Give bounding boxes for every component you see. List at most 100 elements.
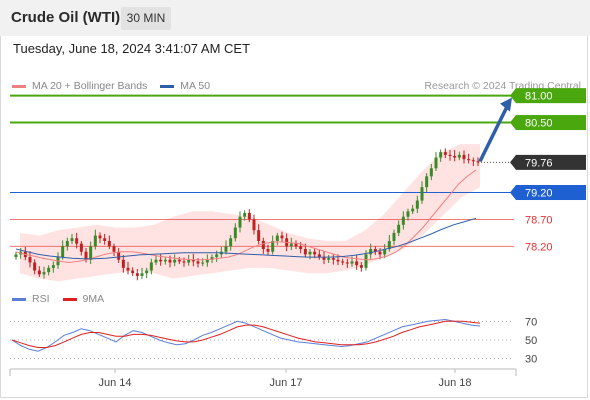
candle-body bbox=[429, 168, 433, 177]
candle-body bbox=[317, 254, 321, 258]
candle-body bbox=[383, 249, 387, 255]
candle-body bbox=[280, 235, 284, 239]
candle-body bbox=[196, 261, 200, 264]
candle-body bbox=[93, 235, 97, 247]
candle-body bbox=[462, 154, 466, 160]
candle-body bbox=[439, 152, 443, 158]
legend-item-rsi: RSI bbox=[12, 293, 50, 305]
candle-body bbox=[84, 251, 88, 260]
candle-body bbox=[154, 259, 158, 263]
candle-body bbox=[65, 240, 69, 247]
level-tag-bg-1 bbox=[516, 115, 586, 131]
candle-body bbox=[327, 258, 331, 260]
candle-body bbox=[406, 211, 410, 217]
candle-body bbox=[238, 216, 242, 228]
x-tick-label: Jun 14 bbox=[98, 377, 131, 389]
level-label-0: 81.00 bbox=[525, 91, 553, 103]
candle-body bbox=[261, 240, 265, 250]
candle-body bbox=[289, 243, 293, 247]
ma20-line bbox=[15, 169, 477, 264]
candle-body bbox=[448, 154, 452, 156]
candle-body bbox=[303, 249, 307, 255]
candle-body bbox=[126, 267, 130, 271]
candle-body bbox=[145, 270, 149, 274]
candle-body bbox=[420, 187, 424, 201]
candle-body bbox=[61, 246, 65, 258]
candle-body bbox=[140, 273, 144, 276]
candle-body bbox=[467, 159, 471, 161]
rsi-legend: RSI 9MA bbox=[12, 293, 117, 305]
rsi-line bbox=[11, 318, 481, 352]
level-label-2: 79.76 bbox=[525, 157, 553, 169]
candle-body bbox=[149, 262, 153, 271]
legend-item-ma50: MA 50 bbox=[160, 80, 210, 92]
candle-body bbox=[98, 235, 102, 239]
candle-body bbox=[252, 219, 256, 231]
candle-body bbox=[397, 224, 401, 233]
candle-body bbox=[266, 249, 270, 252]
timeframe-badge[interactable]: 30 MIN bbox=[121, 7, 171, 30]
legend-swatch-ma20 bbox=[12, 84, 26, 88]
candle-body bbox=[471, 160, 475, 162]
candle-body bbox=[294, 243, 298, 247]
legend-swatch-rsi bbox=[12, 297, 26, 301]
rsi-tick-label-30: 30 bbox=[525, 354, 537, 366]
candle-body bbox=[457, 154, 461, 158]
level-label-5: 78.20 bbox=[525, 241, 553, 253]
candle-body bbox=[191, 259, 195, 262]
candle-body bbox=[275, 235, 279, 241]
candle-body bbox=[387, 240, 391, 250]
candle-body bbox=[33, 262, 37, 271]
candle-body bbox=[131, 270, 135, 274]
candle-body bbox=[308, 251, 312, 255]
candle-body bbox=[117, 251, 121, 260]
candle-body bbox=[173, 259, 177, 263]
candle-body bbox=[51, 265, 55, 268]
candle-body bbox=[453, 155, 457, 158]
candle-body bbox=[89, 246, 93, 260]
legend-swatch-ma50 bbox=[160, 84, 175, 88]
ma50-line bbox=[15, 217, 477, 260]
candle-body bbox=[135, 273, 139, 276]
legend-item-ma20-bollinger: MA 20 + Bollinger Bands bbox=[12, 80, 147, 92]
level-tag-pointer-2 bbox=[510, 154, 516, 170]
candle-body bbox=[159, 259, 163, 262]
legend-label-9ma: 9MA bbox=[82, 293, 105, 305]
level-tag-pointer-1 bbox=[510, 115, 516, 131]
candle-body bbox=[299, 246, 303, 250]
chart-header: Crude Oil (WTI) 30 MIN bbox=[0, 0, 590, 36]
candle-body bbox=[369, 249, 373, 255]
candle-body bbox=[233, 227, 237, 239]
legend-label-ma50: MA 50 bbox=[180, 80, 211, 92]
candle-body bbox=[350, 261, 354, 264]
candle-body bbox=[107, 240, 111, 247]
timestamp: Tuesday, June 18, 2024 3:41:07 AM CET bbox=[13, 41, 251, 56]
level-tag-pointer-0 bbox=[510, 88, 516, 104]
bollinger-band-area bbox=[20, 144, 480, 282]
candle-body bbox=[341, 261, 345, 263]
rsi-tick-label-70: 70 bbox=[525, 316, 537, 328]
candle-body bbox=[392, 232, 396, 241]
candle-body bbox=[415, 200, 419, 209]
candle-body bbox=[373, 249, 377, 252]
x-tick-label: Jun 17 bbox=[269, 377, 302, 389]
candle-body bbox=[434, 157, 438, 169]
candle-body bbox=[121, 259, 125, 268]
candle-body bbox=[215, 254, 219, 258]
legend-item-9ma: 9MA bbox=[62, 293, 105, 305]
candle-body bbox=[187, 259, 191, 263]
candle-body bbox=[70, 238, 74, 241]
candle-body bbox=[42, 272, 46, 275]
candle-body bbox=[47, 267, 51, 273]
candle-body bbox=[37, 270, 41, 275]
candle-body bbox=[257, 230, 261, 241]
candle-body bbox=[313, 251, 317, 255]
candle-body bbox=[177, 259, 181, 262]
level-tag-bg-3 bbox=[516, 185, 586, 201]
candle-body bbox=[163, 259, 167, 262]
candle-body bbox=[364, 254, 368, 268]
candle-body bbox=[103, 238, 107, 241]
level-label-3: 79.20 bbox=[525, 188, 553, 200]
legend-label-rsi: RSI bbox=[32, 293, 50, 305]
instrument-title: Crude Oil (WTI) bbox=[11, 9, 121, 26]
